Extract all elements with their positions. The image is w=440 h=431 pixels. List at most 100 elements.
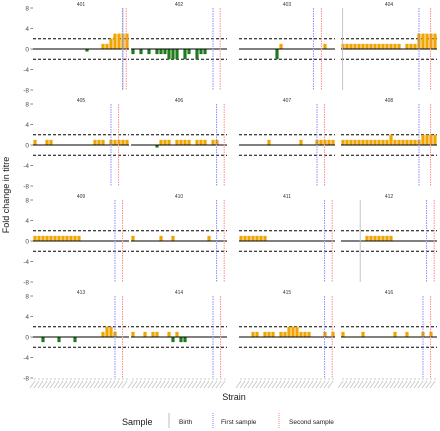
x-tick-label-mark bbox=[113, 380, 120, 389]
bar bbox=[271, 331, 275, 337]
x-tick-label-mark bbox=[37, 380, 44, 389]
x-tick-label-mark bbox=[49, 380, 56, 389]
bar bbox=[239, 235, 243, 241]
panel-title: 406 bbox=[175, 98, 184, 104]
legend-item-birth: Birth bbox=[168, 413, 193, 428]
bar bbox=[331, 139, 335, 145]
bar bbox=[147, 49, 151, 55]
bar bbox=[171, 337, 175, 343]
panel-412: 412 bbox=[341, 194, 437, 282]
bar bbox=[279, 331, 283, 337]
legend-label-second-sample: Second sample bbox=[289, 419, 334, 426]
panel-title: 404 bbox=[385, 2, 394, 8]
bar bbox=[199, 139, 203, 145]
bar bbox=[155, 331, 159, 337]
panel-407: 407 bbox=[239, 98, 335, 186]
x-tick-label-mark bbox=[81, 380, 88, 389]
bar bbox=[121, 139, 125, 145]
panel-title: 411 bbox=[283, 194, 291, 200]
x-tick-label-mark bbox=[247, 380, 254, 389]
x-tick-label-mark bbox=[89, 380, 96, 389]
panel-title: 408 bbox=[385, 98, 394, 104]
bar bbox=[57, 235, 61, 241]
y-tick-label: 8 bbox=[25, 293, 29, 300]
bar bbox=[179, 139, 183, 145]
bar bbox=[187, 139, 191, 145]
bar bbox=[41, 337, 45, 343]
bar bbox=[267, 139, 271, 145]
x-tick-label-mark bbox=[405, 380, 412, 389]
bar bbox=[425, 134, 429, 145]
x-tick-label-mark bbox=[199, 380, 206, 389]
bar bbox=[49, 139, 53, 145]
x-tick-label-mark bbox=[235, 380, 242, 389]
x-tick-label-mark bbox=[287, 380, 294, 389]
y-tick-label: -4 bbox=[23, 67, 29, 74]
x-tick-label-mark bbox=[121, 380, 128, 389]
bar bbox=[163, 139, 167, 145]
bar bbox=[175, 49, 179, 60]
bar bbox=[421, 33, 425, 49]
bar bbox=[413, 139, 417, 145]
legend: Sample Birth First sample Second sample bbox=[122, 413, 334, 428]
bar bbox=[203, 139, 207, 145]
x-tick-label-mark bbox=[327, 380, 334, 389]
x-tick-label-mark bbox=[271, 380, 278, 389]
bar bbox=[69, 235, 73, 241]
bar bbox=[195, 49, 199, 60]
x-tick-label-mark bbox=[345, 380, 352, 389]
bar bbox=[255, 235, 259, 241]
bar bbox=[389, 235, 393, 241]
panel-title: 413 bbox=[77, 290, 86, 296]
x-tick-label-mark bbox=[175, 380, 182, 389]
panel-408: 408 bbox=[341, 98, 437, 186]
x-tick-label-mark bbox=[215, 380, 222, 389]
x-tick-label-mark bbox=[101, 380, 108, 389]
x-tick-label-mark bbox=[239, 380, 246, 389]
bar bbox=[341, 139, 345, 145]
legend-label-first-sample: First sample bbox=[221, 419, 257, 426]
bar bbox=[373, 43, 377, 49]
x-tick-label-mark bbox=[219, 380, 226, 389]
bar bbox=[255, 331, 259, 337]
x-tick-label-mark bbox=[159, 380, 166, 389]
x-tick-label-mark bbox=[413, 380, 420, 389]
bar bbox=[199, 49, 203, 55]
bar bbox=[393, 43, 397, 49]
bar bbox=[385, 43, 389, 49]
bar bbox=[433, 33, 437, 49]
y-tick-label: 4 bbox=[25, 218, 29, 225]
panel-title: 409 bbox=[77, 194, 86, 200]
bar bbox=[159, 235, 163, 241]
bar bbox=[247, 235, 251, 241]
x-tick-label-mark bbox=[417, 380, 424, 389]
x-tick-label-mark bbox=[93, 380, 100, 389]
bar bbox=[251, 331, 255, 337]
y-tick-label: 0 bbox=[25, 334, 29, 341]
bar bbox=[299, 331, 303, 337]
x-tick-label-mark bbox=[315, 380, 322, 389]
bar bbox=[45, 235, 49, 241]
y-tick-label: 0 bbox=[25, 142, 29, 149]
x-tick-label-mark bbox=[361, 380, 368, 389]
bar bbox=[93, 139, 97, 145]
bar bbox=[409, 43, 413, 49]
bar bbox=[345, 139, 349, 145]
x-tick-label-mark bbox=[421, 380, 428, 389]
x-tick-label-mark bbox=[393, 380, 400, 389]
bar bbox=[251, 235, 255, 241]
y-tick-label: 4 bbox=[25, 26, 29, 33]
x-tick-label-mark bbox=[353, 380, 360, 389]
x-tick-label-mark bbox=[73, 380, 80, 389]
bar bbox=[341, 331, 345, 337]
x-tick-label-mark bbox=[369, 380, 376, 389]
x-tick-label-mark bbox=[323, 380, 330, 389]
bar bbox=[365, 235, 369, 241]
y-tick-label: 0 bbox=[25, 46, 29, 53]
x-tick-label-mark bbox=[401, 380, 408, 389]
x-tick-label-mark bbox=[45, 380, 52, 389]
bar bbox=[113, 33, 117, 49]
bar bbox=[353, 43, 357, 49]
bar bbox=[385, 139, 389, 145]
bar bbox=[377, 139, 381, 145]
